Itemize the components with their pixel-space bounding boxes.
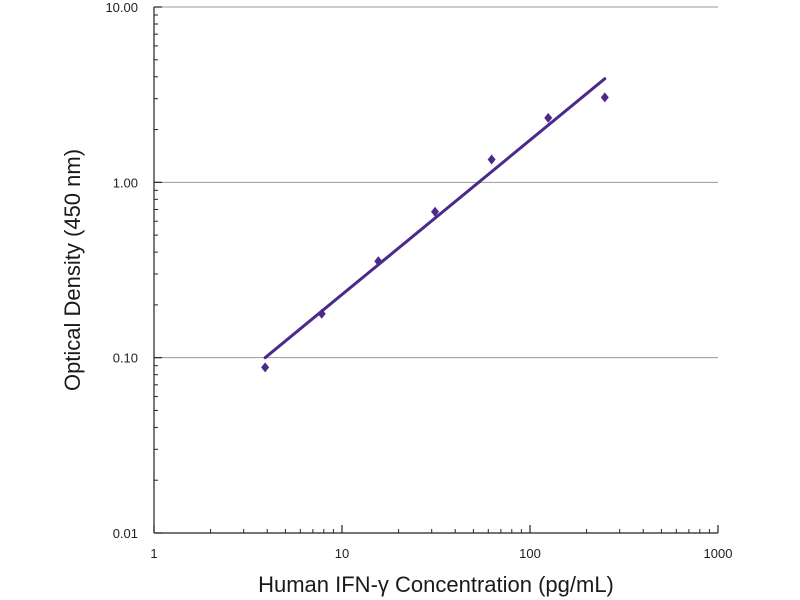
- x-axis-ticks: 1 10 100 1000: [150, 525, 732, 561]
- data-point: [317, 308, 326, 319]
- fit-line: [263, 77, 607, 360]
- data-point: [487, 154, 496, 165]
- data-point: [261, 362, 270, 373]
- axes: [153, 7, 718, 534]
- y-tick-label: 1.00: [113, 175, 138, 190]
- x-axis-title: Human IFN-γ Concentration (pg/mL): [258, 572, 614, 597]
- data-point: [374, 256, 383, 267]
- x-tick-label: 100: [519, 546, 541, 561]
- data-point: [431, 206, 440, 217]
- y-tick-label: 10.00: [105, 0, 138, 15]
- x-tick-label: 1: [150, 546, 157, 561]
- y-tick-label: 0.01: [113, 526, 138, 541]
- y-axis-title: Optical Density (450 nm): [60, 149, 85, 391]
- data-point: [544, 112, 553, 123]
- data-point: [600, 92, 609, 103]
- gridlines: [154, 6, 718, 359]
- data-series: [261, 77, 609, 373]
- x-tick-label: 1000: [704, 546, 733, 561]
- y-tick-label: 0.10: [113, 351, 138, 366]
- x-tick-label: 10: [335, 546, 349, 561]
- y-axis-ticks: 0.01 0.10 1.00 10.00: [105, 0, 162, 541]
